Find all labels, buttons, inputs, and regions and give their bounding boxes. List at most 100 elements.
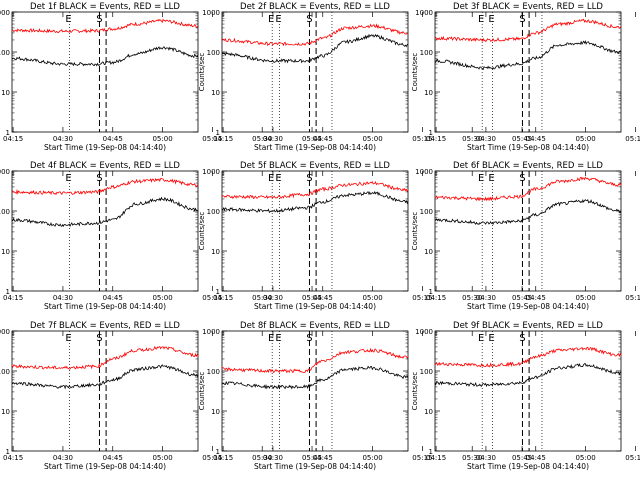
detector-panel-5: Det 5f BLACK = Events, RED = LLD11010010… [198,161,543,311]
x-tick-label: 04:30 [53,135,73,143]
x-tick-label: 04:45 [313,294,333,302]
y-tick-label: 1000 [0,328,10,336]
plot-frame [434,11,622,133]
x-tick-label: 05:15 [202,294,222,302]
y-tick-label: 100 [420,208,433,216]
x-axis-label: Start Time (19-Sep-08 04:14:40) [44,143,166,152]
x-tick-label: 05:45 [512,135,532,143]
y-axis-label: Counts/sec [411,372,419,411]
x-axis-label: Start Time (19-Sep-08 04:14:40) [254,462,376,471]
plot-frame [221,11,409,133]
lld-series-line [221,23,409,47]
x-tick-label: 05:45 [302,294,322,302]
y-tick-label: 100 [207,49,220,57]
events-series-line [434,198,622,226]
x-axis-label: Start Time (19-Sep-08 04:14:40) [254,143,376,152]
y-tick-label: 10 [424,408,433,416]
y-tick-label: 1 [6,448,10,456]
detector-panel-1: Det 1f BLACK = Events, RED = LLD11010010… [0,2,333,152]
plot-frame [434,170,622,292]
x-tick-label: 04:30 [476,294,496,302]
y-tick-label: 10 [211,89,220,97]
x-tick-label: 04:15 [213,454,233,462]
events-series-line [221,33,409,64]
x-tick-label: 04:30 [263,135,283,143]
y-tick-label: 1 [429,129,433,137]
panel-title: Det 1f BLACK = Events, RED = LLD [30,2,180,12]
detector-panel-7: Det 7f BLACK = Events, RED = LLD11010010… [0,321,333,471]
detector-panel-6: Det 6f BLACK = Events, RED = LLD 1 10 100 10… [411,161,640,311]
event-marker-s: S [306,173,312,184]
event-marker-e: E [275,14,281,25]
x-axis-label: Start Time (19-Sep-08 04:14:40) [44,462,166,471]
y-axis-label: Counts/sec [411,53,419,92]
y-tick-label: 1 [6,288,10,296]
x-tick-label: 04:15 [3,135,23,143]
event-marker-s: S [519,14,525,25]
detector-panel-4: Det 4f BLACK = Events, RED = LLD11010010… [0,161,333,311]
panel-title: Det 6f BLACK = Events, RED = LLD [453,161,603,171]
detector-panel-2: Det 2f BLACK = Events, RED = LLD11010010… [198,2,543,152]
x-tick-label: 04:45 [103,294,123,302]
x-tick-label: 04:30 [263,454,283,462]
y-tick-label: 100 [420,368,433,376]
y-tick-label: 1000 [415,168,433,176]
y-tick-label: 1000 [415,328,433,336]
event-marker-s: S [519,173,525,184]
x-tick-label: 05:00 [152,135,172,143]
event-marker-s: S [306,333,312,344]
y-tick-label: 10 [424,248,433,256]
event-marker-s: S [96,333,102,344]
x-tick-label: 04:15 [426,135,446,143]
lld-series-line [221,180,409,200]
event-marker-e: E [65,333,71,344]
event-marker-s: S [96,173,102,184]
x-tick-label: 05:30 [252,454,272,462]
y-tick-label: 1000 [415,9,433,17]
x-tick-label: 04:15 [426,294,446,302]
y-tick-label: 10 [211,408,220,416]
x-tick-label: 05:45 [512,294,532,302]
y-tick-label: 100 [207,208,220,216]
x-tick-label: 04:30 [476,454,496,462]
x-tick-label: 05:15 [412,294,432,302]
x-tick-label: 05:45 [302,135,322,143]
event-marker-e: E [478,14,484,25]
x-tick-label: 04:30 [476,135,496,143]
x-tick-label: 05:15 [625,294,640,302]
x-tick-label: 04:45 [313,135,333,143]
events-series-line [434,40,622,71]
x-tick-label: 04:45 [526,454,546,462]
x-tick-label: 04:45 [526,135,546,143]
y-tick-label: 100 [0,368,10,376]
x-tick-label: 05:30 [462,294,482,302]
x-tick-label: 05:15 [625,454,640,462]
events-series-line [11,46,199,67]
x-tick-label: 05:00 [362,135,382,143]
event-marker-e: E [65,173,71,184]
lld-series-line [11,18,199,34]
y-tick-label: 1 [429,448,433,456]
lld-series-line [221,347,409,374]
y-tick-label: 100 [207,368,220,376]
y-tick-label: 1 [216,448,220,456]
x-tick-label: 05:30 [252,294,272,302]
lld-series-line [11,177,199,196]
x-tick-label: 05:00 [362,294,382,302]
event-marker-e: E [488,333,494,344]
x-tick-label: 04:45 [526,294,546,302]
lld-series-line [434,346,622,368]
x-tick-label: 05:15 [202,454,222,462]
x-tick-label: 05:15 [412,135,432,143]
x-tick-label: 05:45 [512,454,532,462]
event-marker-s: S [519,333,525,344]
x-axis-label: Start Time (19-Sep-08 04:14:40) [254,302,376,311]
x-tick-label: 05:30 [252,135,272,143]
x-axis-label: Start Time (19-Sep-08 04:14:40) [467,302,589,311]
y-tick-label: 1000 [0,168,10,176]
x-tick-label: 05:45 [302,454,322,462]
x-tick-label: 04:30 [263,294,283,302]
event-marker-e: E [275,173,281,184]
y-tick-label: 1 [216,288,220,296]
x-tick-label: 05:15 [625,135,640,143]
